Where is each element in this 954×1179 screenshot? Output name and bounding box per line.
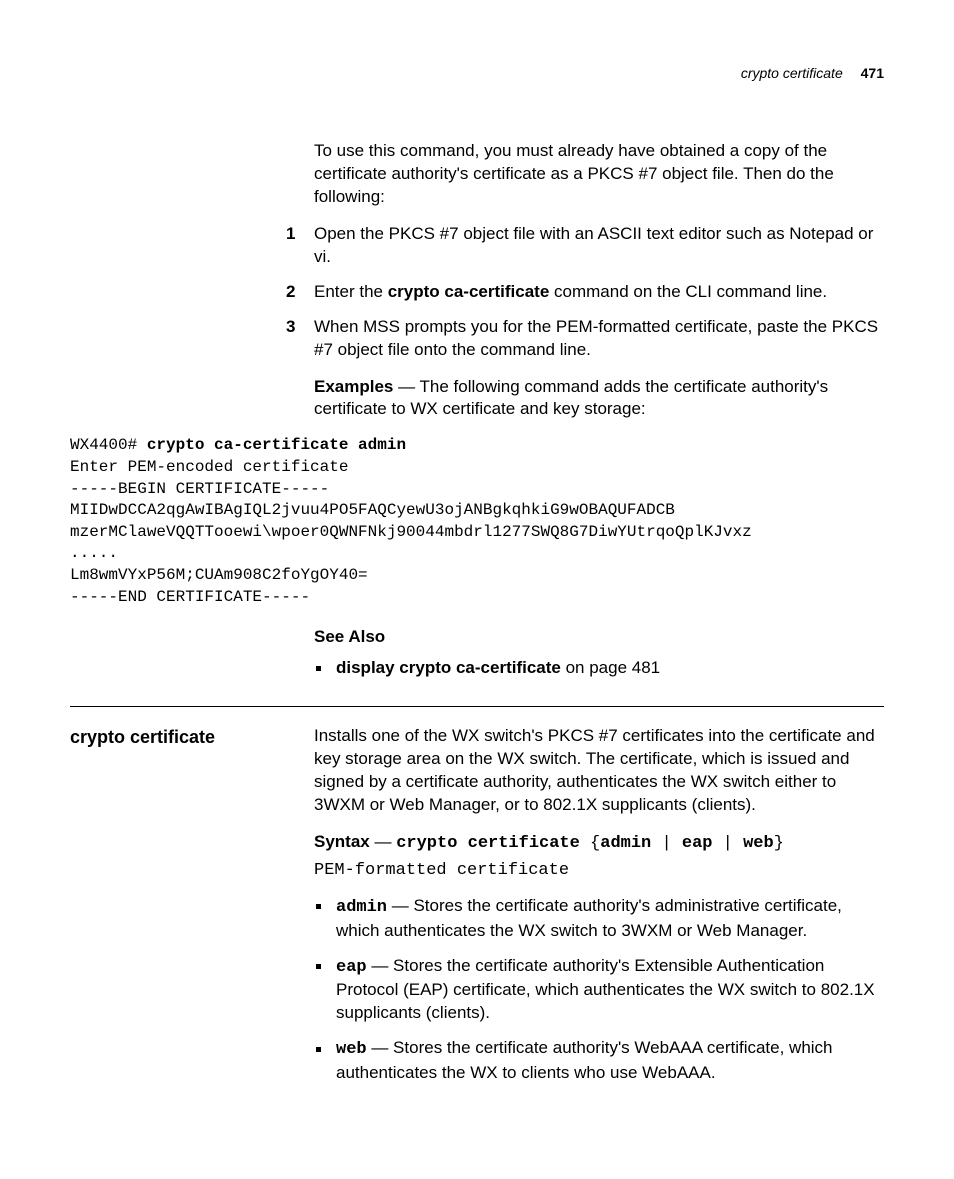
- param-eap-kw: eap: [336, 958, 367, 977]
- step-2-post: command on the CLI command line.: [549, 282, 827, 301]
- code-l4: MIIDwDCCA2qgAwIBAgIQL2jvuu4PO5FAQCyewU3o…: [70, 501, 675, 519]
- code-l2: Enter PEM-encoded certificate: [70, 458, 348, 476]
- see-also-item-rest: on page 481: [561, 658, 660, 677]
- param-eap-rest: — Stores the certificate authority's Ext…: [336, 956, 875, 1023]
- code-l8: -----END CERTIFICATE-----: [70, 588, 310, 606]
- syntax-line: Syntax — crypto certificate {admin | eap…: [314, 831, 884, 856]
- body-column: To use this command, you must already ha…: [314, 140, 884, 1085]
- section-divider: [70, 706, 884, 707]
- param-eap: eap — Stores the certificate authority's…: [314, 955, 884, 1026]
- syntax-opt-admin: admin: [600, 834, 651, 853]
- running-title: crypto certificate: [741, 65, 843, 81]
- step-2: Enter the crypto ca-certificate command …: [314, 281, 884, 304]
- code-l3: -----BEGIN CERTIFICATE-----: [70, 480, 329, 498]
- steps-list: Open the PKCS #7 object file with an ASC…: [314, 223, 884, 362]
- section-label: crypto certificate: [70, 725, 280, 749]
- examples-lead: Examples — The following command adds th…: [314, 376, 884, 422]
- example-code-block: WX4400# crypto ca-certificate admin Ente…: [70, 435, 884, 608]
- page: crypto certificate 471 To use this comma…: [0, 0, 954, 1179]
- section-crypto-certificate: crypto certificate Installs one of the W…: [314, 725, 884, 1085]
- code-l5: mzerMClaweVQQTTooewi\wpoer0QWNFNkj90044m…: [70, 523, 752, 541]
- syntax-sep1: |: [651, 834, 682, 853]
- syntax-dash: —: [370, 832, 396, 851]
- step-2-bold: crypto ca-certificate: [388, 282, 550, 301]
- step-1: Open the PKCS #7 object file with an ASC…: [314, 223, 884, 269]
- step-3: When MSS prompts you for the PEM-formatt…: [314, 316, 884, 362]
- section-description: Installs one of the WX switch's PKCS #7 …: [314, 725, 884, 817]
- step-3-text: When MSS prompts you for the PEM-formatt…: [314, 317, 878, 359]
- page-number: 471: [861, 65, 884, 81]
- intro-paragraph: To use this command, you must already ha…: [314, 140, 884, 209]
- param-web-kw: web: [336, 1040, 367, 1059]
- syntax-subline: PEM-formatted certificate: [314, 860, 884, 883]
- param-admin: admin — Stores the certificate authority…: [314, 895, 884, 943]
- see-also-item: display crypto ca-certificate on page 48…: [314, 657, 884, 680]
- syntax-brace-open: {: [590, 834, 600, 853]
- syntax-cmd: crypto certificate: [396, 834, 590, 853]
- examples-lead-bold: Examples: [314, 377, 393, 396]
- param-admin-rest: — Stores the certificate authority's adm…: [336, 896, 842, 940]
- param-web: web — Stores the certificate authority's…: [314, 1037, 884, 1085]
- code-l7: Lm8wmVYxP56M;CUAm908C2foYgOY40=: [70, 566, 368, 584]
- running-header: crypto certificate 471: [741, 64, 884, 83]
- step-1-text: Open the PKCS #7 object file with an ASC…: [314, 224, 873, 266]
- code-cmd: crypto ca-certificate admin: [147, 436, 406, 454]
- syntax-lead: Syntax: [314, 832, 370, 851]
- see-also-item-bold: display crypto ca-certificate: [336, 658, 561, 677]
- code-l6: .....: [70, 544, 118, 562]
- param-list: admin — Stores the certificate authority…: [314, 895, 884, 1086]
- syntax-brace-close: }: [774, 834, 784, 853]
- see-also-list: display crypto ca-certificate on page 48…: [314, 657, 884, 680]
- see-also-heading: See Also: [314, 626, 884, 649]
- syntax-opt-web: web: [743, 834, 774, 853]
- code-prompt: WX4400#: [70, 436, 147, 454]
- param-web-rest: — Stores the certificate authority's Web…: [336, 1038, 833, 1082]
- syntax-sep2: |: [712, 834, 743, 853]
- param-admin-kw: admin: [336, 898, 387, 917]
- syntax-opt-eap: eap: [682, 834, 713, 853]
- step-2-pre: Enter the: [314, 282, 388, 301]
